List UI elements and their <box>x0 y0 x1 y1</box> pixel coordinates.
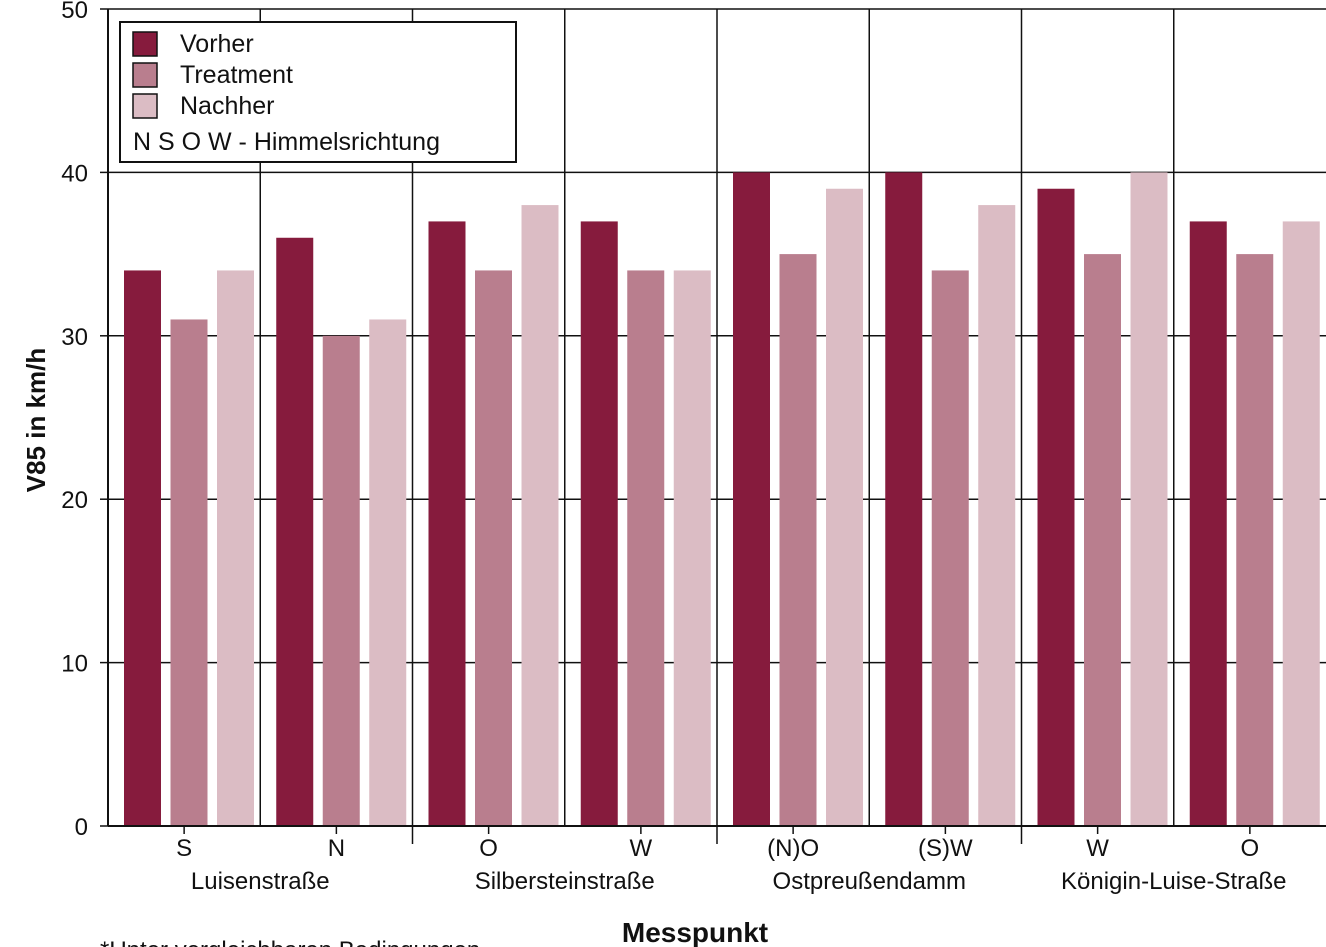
y-tick-label-30: 30 <box>61 324 88 351</box>
bar-nachher-2 <box>521 205 559 826</box>
x-category-label-5: (S)W <box>918 835 973 862</box>
bar-treatment-2 <box>475 270 512 826</box>
legend-swatch-vorher <box>132 31 158 57</box>
legend-note: N S O W - Himmelsrichtung <box>133 128 440 156</box>
x-group-label-3: Königin-Luise-Straße <box>1061 868 1286 895</box>
footnote: *Unter vergleichbaren Bedingungen <box>100 937 480 947</box>
bar-nachher-1 <box>369 319 407 826</box>
legend: Vorher Treatment Nachher N S O W - Himme… <box>119 21 517 163</box>
bar-vorher-4 <box>733 172 770 826</box>
bar-nachher-4 <box>826 188 863 827</box>
y-axis-label: V85 in km/h <box>21 348 51 493</box>
x-category-label-7: O <box>1241 835 1260 862</box>
bar-treatment-1 <box>322 335 360 826</box>
legend-label-vorher: Vorher <box>180 30 254 58</box>
y-tick-label-50: 50 <box>61 0 88 24</box>
bar-treatment-7 <box>1236 254 1274 827</box>
x-category-label-6: W <box>1086 835 1109 862</box>
bar-treatment-0 <box>170 319 208 826</box>
x-category-label-0: S <box>176 835 192 862</box>
x-group-label-2: Ostpreußendamm <box>773 868 966 895</box>
y-tick-label-10: 10 <box>61 651 88 678</box>
bar-nachher-5 <box>978 205 1016 826</box>
legend-label-treatment: Treatment <box>180 61 293 89</box>
x-group-label-0: Luisenstraße <box>191 868 330 895</box>
legend-label-nachher: Nachher <box>180 92 275 120</box>
bar-vorher-0 <box>124 270 161 826</box>
bar-treatment-3 <box>627 270 665 826</box>
x-group-label-1: Silbersteinstraße <box>475 868 655 895</box>
y-axis-ticks: 0 10 20 30 40 50 <box>61 0 108 841</box>
bar-vorher-5 <box>885 172 923 826</box>
bar-vorher-6 <box>1037 188 1075 827</box>
bar-vorher-2 <box>428 221 466 827</box>
bar-vorher-7 <box>1189 221 1227 827</box>
legend-swatch-treatment <box>132 62 158 88</box>
bars <box>124 172 1320 827</box>
x-axis-categories: S N O W (N)O (S)W W O <box>176 826 1259 862</box>
legend-box <box>119 21 517 163</box>
x-category-label-4: (N)O <box>767 835 819 862</box>
bar-treatment-4 <box>779 254 817 827</box>
bar-vorher-3 <box>580 221 618 827</box>
bar-treatment-5 <box>931 270 969 826</box>
legend-swatch-nachher <box>132 93 158 119</box>
y-tick-label-40: 40 <box>61 160 88 187</box>
x-axis-groups: Luisenstraße Silbersteinstraße Ostpreußend… <box>191 868 1287 895</box>
y-tick-label-20: 20 <box>61 487 88 514</box>
y-tick-label-0: 0 <box>75 814 88 841</box>
bar-nachher-7 <box>1282 221 1320 827</box>
x-category-label-2: O <box>479 835 498 862</box>
bar-vorher-1 <box>276 237 314 826</box>
x-category-label-1: N <box>328 835 345 862</box>
x-axis-label: Messpunkt <box>622 917 768 947</box>
bar-nachher-6 <box>1130 172 1168 826</box>
bar-treatment-6 <box>1084 254 1121 827</box>
x-category-label-3: W <box>630 835 653 862</box>
bar-nachher-0 <box>217 270 254 826</box>
bar-nachher-3 <box>673 270 711 826</box>
